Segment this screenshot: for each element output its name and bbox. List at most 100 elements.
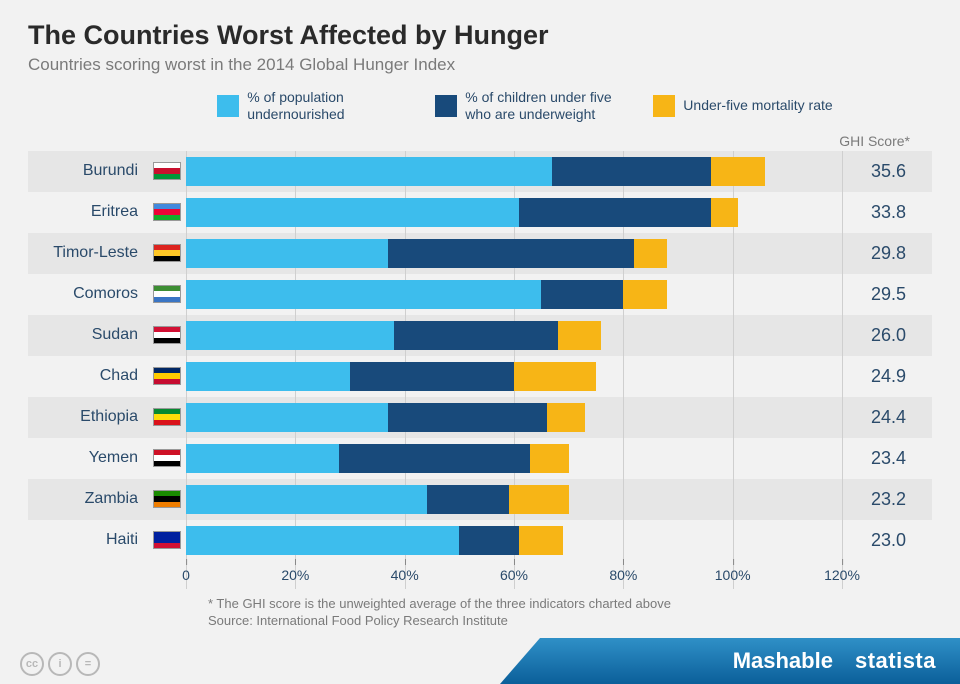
bar-segment (186, 403, 388, 432)
chart-subtitle: Countries scoring worst in the 2014 Glob… (28, 55, 932, 75)
stacked-bar (186, 321, 601, 350)
bar-segment (350, 362, 514, 391)
bar-area (186, 315, 842, 356)
legend-item: Under-five mortality rate (653, 89, 832, 123)
bar-segment (186, 526, 459, 555)
cc-icon: i (48, 652, 72, 676)
legend-item: % of children under five who are underwe… (435, 89, 625, 123)
axis-tick: 0 (182, 567, 190, 583)
flag-cell (148, 531, 186, 549)
flag-cell (148, 203, 186, 221)
bar-segment (711, 198, 738, 227)
bar-segment (519, 198, 710, 227)
ghi-score: 33.8 (842, 202, 932, 223)
bar-segment (427, 485, 509, 514)
bar-segment (634, 239, 667, 268)
brand-mashable: Mashable (733, 648, 833, 674)
country-label: Yemen (28, 449, 148, 467)
country-label: Eritrea (28, 203, 148, 221)
bar-segment (394, 321, 558, 350)
flag-cell (148, 244, 186, 262)
stacked-bar (186, 157, 765, 186)
bar-segment (186, 280, 541, 309)
flag-cell (148, 449, 186, 467)
legend-label: % of children under five who are underwe… (465, 89, 625, 123)
flag-cell (148, 162, 186, 180)
bar-area (186, 233, 842, 274)
table-row: Yemen 23.4 (28, 438, 932, 479)
stacked-bar (186, 198, 738, 227)
table-row: Zambia23.2 (28, 479, 932, 520)
source-line: Source: International Food Policy Resear… (208, 612, 932, 630)
country-label: Burundi (28, 162, 148, 180)
chart-area: Burundi35.6Eritrea33.8Timor-Leste29.8Com… (28, 151, 932, 589)
ghi-score: 29.8 (842, 243, 932, 264)
bar-segment (186, 198, 519, 227)
bar-segment (711, 157, 766, 186)
bar-segment (547, 403, 585, 432)
country-label: Chad (28, 367, 148, 385)
axis-tick: 40% (391, 567, 419, 583)
table-row: Chad 24.9 (28, 356, 932, 397)
bar-segment (552, 157, 711, 186)
legend-label: % of population undernourished (247, 89, 407, 123)
footnote: * The GHI score is the unweighted averag… (208, 595, 932, 613)
legend-item: % of population undernourished (217, 89, 407, 123)
table-row: Ethiopia24.4 (28, 397, 932, 438)
legend-label: Under-five mortality rate (683, 97, 832, 114)
bar-segment (388, 239, 634, 268)
footer-ribbon: Mashable statista (500, 638, 960, 684)
table-row: Comoros29.5 (28, 274, 932, 315)
legend-swatch (217, 95, 239, 117)
bar-segment (186, 362, 350, 391)
bar-area (186, 479, 842, 520)
table-row: Eritrea 33.8 (28, 192, 932, 233)
cc-icon: cc (20, 652, 44, 676)
flag-cell (148, 326, 186, 344)
bar-segment (186, 321, 394, 350)
ghi-score: 24.9 (842, 366, 932, 387)
bar-area (186, 520, 842, 561)
footer: cci= Mashable statista (0, 638, 960, 684)
flag-icon (153, 285, 181, 303)
flag-cell (148, 490, 186, 508)
bar-segment (514, 362, 596, 391)
ghi-score: 35.6 (842, 161, 932, 182)
x-axis: 020%40%60%80%100%120% (186, 561, 932, 589)
axis-tick: 80% (609, 567, 637, 583)
ghi-score: 24.4 (842, 407, 932, 428)
bar-area (186, 151, 842, 192)
bar-area (186, 356, 842, 397)
table-row: Timor-Leste29.8 (28, 233, 932, 274)
axis-tick: 20% (281, 567, 309, 583)
cc-icon: = (76, 652, 100, 676)
bar-area (186, 274, 842, 315)
axis-tick: 60% (500, 567, 528, 583)
legend: % of population undernourished % of child… (28, 89, 932, 123)
flag-icon (153, 408, 181, 426)
bar-segment (339, 444, 530, 473)
bar-segment (459, 526, 519, 555)
bar-segment (186, 157, 552, 186)
flag-icon (153, 367, 181, 385)
stacked-bar (186, 403, 585, 432)
ghi-score: 23.2 (842, 489, 932, 510)
table-row: Sudan26.0 (28, 315, 932, 356)
flag-icon (153, 449, 181, 467)
country-label: Comoros (28, 285, 148, 303)
ghi-score: 23.4 (842, 448, 932, 469)
license-icons: cci= (20, 652, 100, 676)
bar-area (186, 397, 842, 438)
axis-tick: 100% (715, 567, 751, 583)
flag-icon (153, 203, 181, 221)
flag-cell (148, 367, 186, 385)
ghi-score: 26.0 (842, 325, 932, 346)
bar-segment (558, 321, 602, 350)
stacked-bar (186, 526, 563, 555)
bar-segment (388, 403, 547, 432)
flag-cell (148, 285, 186, 303)
bar-area (186, 192, 842, 233)
table-row: Burundi 35.6 (28, 151, 932, 192)
stacked-bar (186, 362, 596, 391)
bar-segment (186, 239, 388, 268)
